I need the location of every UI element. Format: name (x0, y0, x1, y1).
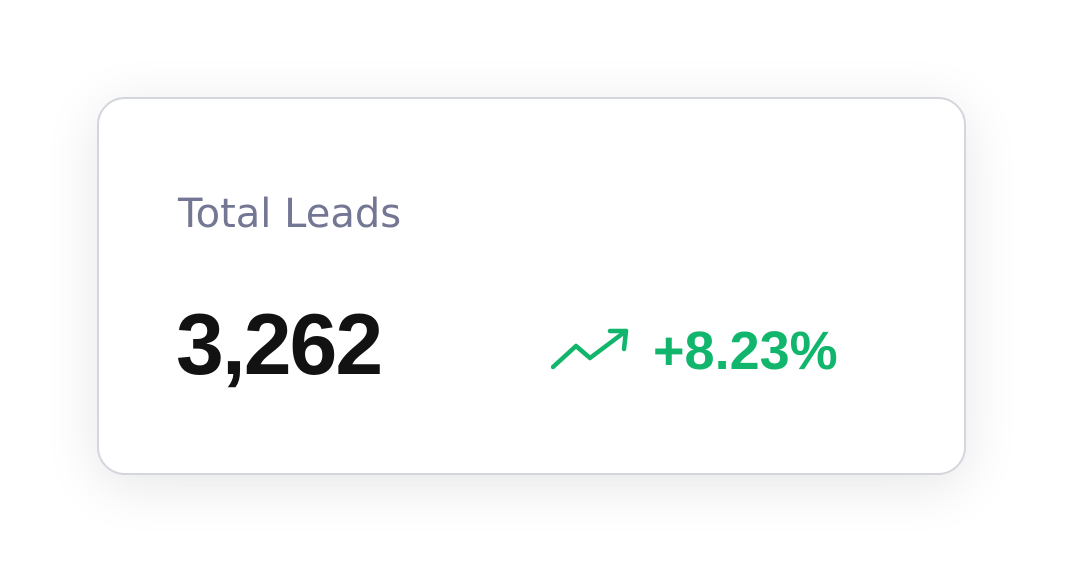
total-leads-value: 3,262 (176, 297, 383, 393)
trend-indicator: +8.23% (551, 319, 838, 383)
total-leads-card: Total Leads 3,262 +8.23% (97, 97, 966, 475)
trending-up-icon (551, 327, 631, 375)
card-title: Total Leads (178, 191, 402, 237)
trend-percentage: +8.23% (653, 321, 838, 381)
